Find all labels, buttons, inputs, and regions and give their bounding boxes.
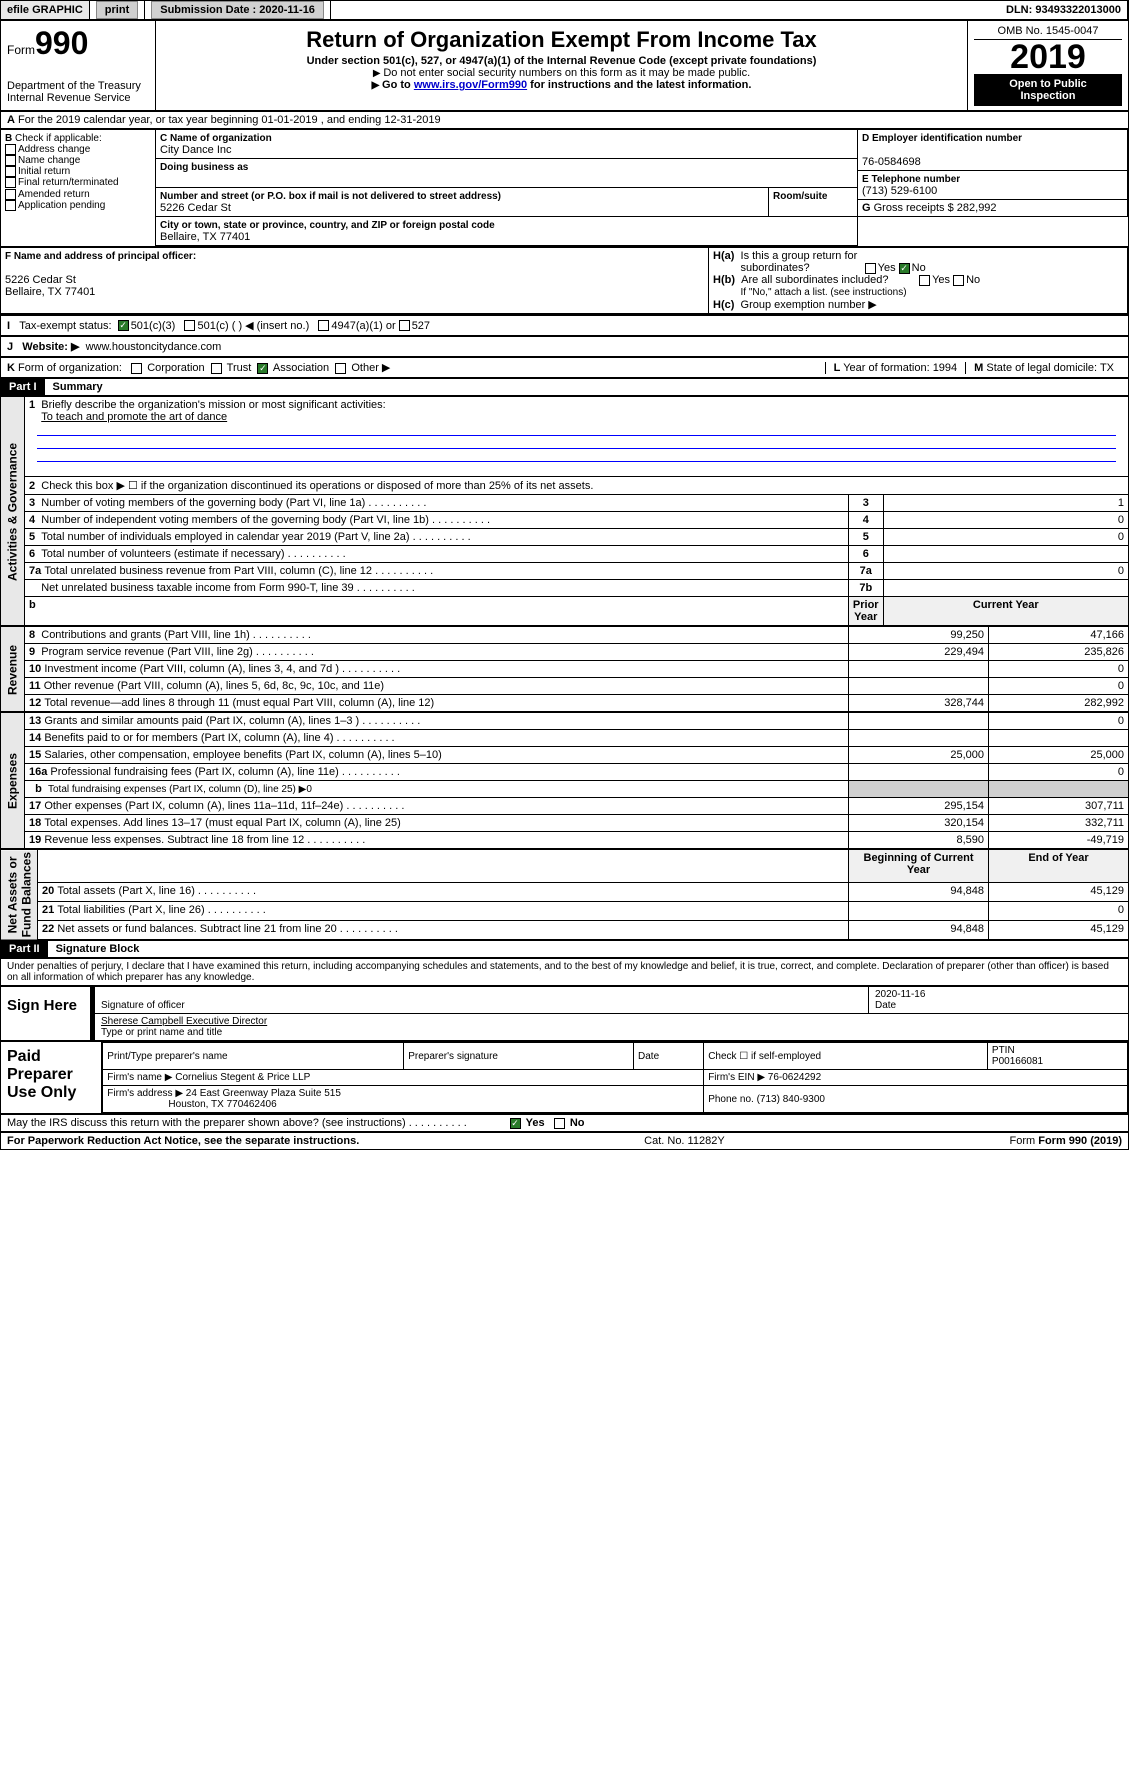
officer-addr: 5226 Cedar St Bellaire, TX 77401 [5, 274, 95, 298]
phone: (713) 529-6100 [862, 185, 937, 197]
ein: 76-0584698 [862, 156, 921, 168]
line-A: A For the 2019 calendar year, or tax yea… [0, 111, 1129, 129]
submission-date: Submission Date : 2020-11-16 [151, 1, 324, 19]
prep-phone: (713) 840-9300 [757, 1094, 825, 1105]
form-title: Return of Organization Exempt From Incom… [162, 27, 961, 53]
entity-info: B Check if applicable: Address change Na… [0, 129, 1129, 247]
chk-501c3[interactable] [118, 320, 129, 331]
firm-name: Cornelius Stegent & Price LLP [175, 1072, 310, 1083]
officer-name: Sherese Campbell Executive Director [101, 1016, 267, 1027]
efile-label: efile GRAPHIC [1, 1, 90, 19]
gross-receipts: 282,992 [957, 202, 997, 214]
discuss-yes[interactable] [510, 1118, 521, 1129]
org-name: City Dance Inc [160, 144, 232, 156]
part2-header: Part IISignature Block [0, 940, 1129, 958]
declaration: Under penalties of perjury, I declare th… [0, 958, 1129, 986]
form-number: 990 [35, 25, 88, 61]
tax-year: 2019 [974, 40, 1122, 74]
chk-address-change[interactable] [5, 144, 16, 155]
sig-date: 2020-11-16 [875, 989, 925, 1000]
print-button[interactable]: print [96, 1, 138, 19]
domicile: TX [1100, 362, 1114, 374]
chk-final-return[interactable] [5, 177, 16, 188]
chk-pending[interactable] [5, 200, 16, 211]
website: www.houstoncitydance.com [86, 341, 222, 353]
chk-amended[interactable] [5, 189, 16, 200]
ptin: P00166081 [992, 1056, 1043, 1067]
street: 5226 Cedar St [160, 202, 231, 214]
paid-preparer: Paid Preparer Use Only Print/Type prepar… [0, 1041, 1129, 1114]
form-header: Form990 Department of the Treasury Inter… [0, 20, 1129, 111]
chk-name-change[interactable] [5, 155, 16, 166]
topbar: efile GRAPHIC print Submission Date : 20… [0, 0, 1129, 20]
summary-table: Activities & Governance 1 Briefly descri… [0, 396, 1129, 626]
instructions-link[interactable]: www.irs.gov/Form990 [414, 79, 527, 91]
part1-header: Part ISummary [0, 378, 1129, 396]
sign-here: Sign Here Signature of officer 2020-11-1… [0, 986, 1129, 1041]
footer: For Paperwork Reduction Act Notice, see … [0, 1132, 1129, 1150]
group-return-no[interactable] [899, 263, 910, 274]
tax-exempt-status: I Tax-exempt status: 501(c)(3) 501(c) ( … [0, 315, 1129, 336]
discuss-no[interactable] [554, 1118, 565, 1129]
chk-association[interactable] [257, 363, 268, 374]
dln: DLN: 93493322013000 [1000, 1, 1128, 19]
firm-ein: 76-0624292 [768, 1072, 821, 1083]
mission: To teach and promote the art of dance [41, 411, 227, 423]
chk-initial-return[interactable] [5, 166, 16, 177]
city: Bellaire, TX 77401 [160, 231, 250, 243]
dept: Department of the Treasury Internal Reve… [7, 80, 149, 104]
year-formation: 1994 [933, 362, 957, 374]
